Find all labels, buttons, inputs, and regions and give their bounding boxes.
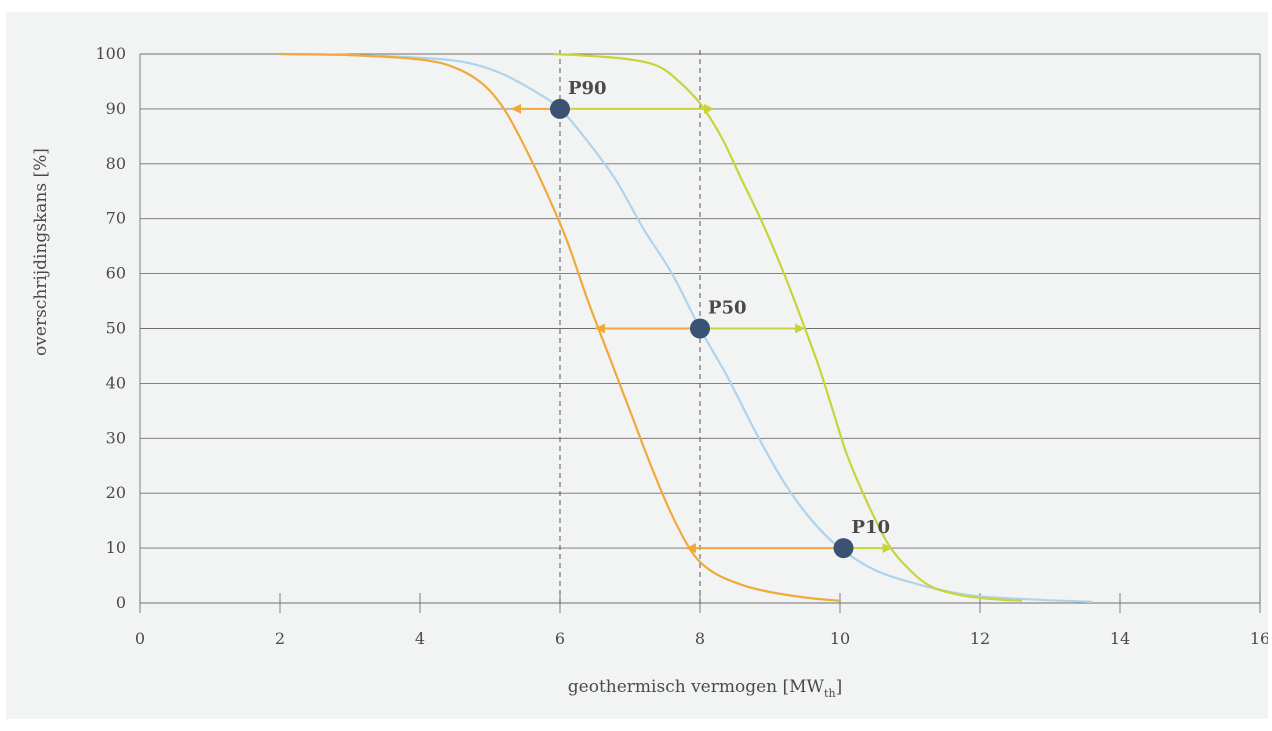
exceedance-probability-chart: 0 10 20 30 40 50 60 70 80 90 100 0 2 4 6 8 10 12 14 16 P90… (31, 44, 1268, 700)
y-tick-label: 70 (106, 209, 126, 228)
percentile-point (833, 538, 854, 559)
percentile-label: P50 (708, 298, 747, 319)
x-tick-label: 10 (830, 629, 850, 648)
y-tick-label: 40 (106, 373, 126, 392)
arrow-right-head (882, 543, 893, 554)
x-tick-label: 16 (1250, 629, 1268, 648)
x-axis-label: geothermisch vermogen [MWth] (568, 677, 842, 700)
y-tick-label: 100 (95, 44, 126, 63)
y-tick-label: 60 (106, 264, 126, 283)
y-tick-label: 10 (106, 538, 126, 557)
arrow-left-head (686, 543, 696, 554)
x-tick-label: 2 (275, 629, 285, 648)
percentile-label: P10 (852, 517, 891, 538)
reference-lines (559, 50, 701, 603)
y-tick-label: 80 (106, 154, 126, 173)
x-tick-label: 0 (135, 629, 145, 648)
y-tick-label: 90 (106, 99, 126, 118)
y-tick-labels: 0 10 20 30 40 50 60 70 80 90 100 (95, 44, 126, 612)
series-line (279, 52, 841, 602)
percentile-points: P90 P50 P10 (550, 78, 891, 559)
y-tick-label: 0 (116, 593, 126, 612)
arrow-left-head (511, 103, 521, 114)
y-tick-label: 20 (106, 483, 126, 502)
x-tick-label: 8 (695, 629, 705, 648)
y-axis-label: overschrijdingskans [%] (31, 148, 51, 356)
x-tick-labels: 0 2 4 6 8 10 12 14 16 (135, 629, 1268, 648)
arrow-right-head (704, 103, 714, 114)
x-tick-label: 6 (555, 629, 565, 648)
x-tick-label: 12 (970, 629, 990, 648)
percentile-label: P90 (568, 78, 607, 99)
y-tick-label: 50 (106, 319, 126, 338)
arrow-left-head (595, 323, 605, 334)
y-tick-label: 30 (106, 428, 126, 447)
percentile-point (550, 98, 570, 119)
percentile-point (690, 318, 710, 339)
series-line (552, 52, 1023, 602)
arrow-right-head (795, 323, 805, 334)
x-tick-label: 14 (1110, 629, 1130, 648)
chart-panel: 0 10 20 30 40 50 60 70 80 90 100 0 2 4 6 8 10 12 14 16 P90… (6, 12, 1268, 719)
x-tick-label: 4 (415, 629, 425, 648)
